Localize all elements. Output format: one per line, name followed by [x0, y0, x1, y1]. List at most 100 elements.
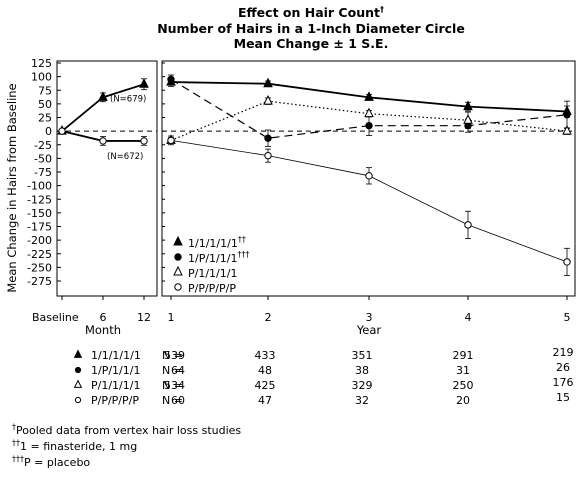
marker-triangle-open [263, 95, 273, 105]
marker-triangle-filled [263, 77, 273, 88]
n-table-value: 219 [553, 346, 574, 359]
y-tick-label: -275 [27, 275, 52, 288]
n-table-label: 1/P/1/1/1 [91, 364, 140, 377]
legend-label: P/P/P/P/P [188, 282, 236, 295]
legend-entry: 1/1/1/1/1†† [173, 235, 246, 250]
n-table-value: 329 [352, 379, 373, 392]
y-tick-label: -150 [27, 207, 52, 220]
marker-circle-open [99, 137, 107, 145]
legend-entry: 1/P/1/1/1††† [174, 250, 249, 265]
chart-titles: Effect on Hair Count† Number of Hairs in… [157, 5, 465, 51]
marker-triangle-open [463, 114, 473, 124]
marker-triangle-filled [73, 349, 83, 358]
n-table-value: 31 [456, 364, 470, 377]
marker-triangle-open [173, 265, 183, 276]
marker-circle-open [74, 396, 82, 404]
n-table-value: 64 [171, 364, 185, 377]
year-axis-label: Year [356, 323, 382, 337]
footnote-3: †††P = placebo [12, 454, 91, 469]
legend-label: 1/P/1/1/1††† [188, 250, 249, 265]
n-table-row: P/P/P/P/P N =60 47 32 20 15 [74, 391, 570, 407]
y-axis: 1251007550250-25-50-75-100-125-150-175-2… [27, 57, 575, 288]
n-table-value: 433 [255, 349, 276, 362]
marker-triangle-filled [98, 91, 108, 101]
month-series-0 [57, 78, 149, 135]
footnote-1: †Pooled data from vertex hair loss studi… [12, 422, 242, 437]
x-tick-label: 4 [465, 311, 472, 324]
x-tick-label: Baseline [32, 311, 79, 324]
n-table-value: 250 [453, 379, 474, 392]
n-table-value: 176 [553, 376, 574, 389]
legend-entry: P/P/P/P/P [174, 282, 236, 295]
n-table-value: 425 [255, 379, 276, 392]
n-table-row: 1/1/1/1/1 N =539 433 351 291 219 [73, 346, 574, 362]
y-tick-label: -200 [27, 234, 52, 247]
month-axis-label: Month [85, 323, 121, 337]
n-table-value: 539 [164, 349, 185, 362]
n-table-value: 60 [171, 394, 185, 407]
legend-label: 1/1/1/1/1†† [188, 235, 246, 250]
marker-triangle-filled [173, 235, 183, 246]
y-tick-label: 75 [38, 84, 52, 97]
marker-circle-open [167, 136, 175, 145]
y-tick-label: -175 [27, 221, 52, 234]
marker-circle-open [264, 151, 272, 160]
n-table-value: 48 [258, 364, 272, 377]
n-table-value: 32 [355, 394, 369, 407]
marker-triangle-filled [364, 91, 374, 101]
chart-title: Effect on Hair Count† [238, 5, 384, 20]
marker-circle-open [140, 137, 148, 145]
n-table-prefix: N = [162, 364, 183, 377]
marker-circle-open [563, 258, 571, 266]
y-tick-label: 125 [31, 57, 52, 70]
marker-triangle-filled [139, 78, 149, 88]
marker-circle-filled [563, 111, 571, 119]
n-table-value: 291 [453, 349, 474, 362]
y-tick-label: -50 [34, 152, 52, 165]
marker-triangle-open [364, 107, 374, 118]
n-table-prefix: N = [162, 349, 183, 362]
n-table-prefix: N = [162, 379, 183, 392]
y-tick-label: -100 [27, 180, 52, 193]
legend: 1/1/1/1/1††1/P/1/1/1††† P/1/1/1/1 P/P/P/P/… [173, 235, 249, 295]
chart-subtitle-2: Mean Change ± 1 S.E. [234, 36, 389, 51]
n-table-value: 20 [456, 394, 470, 407]
x-tick-label: 1 [168, 311, 175, 324]
n-table-prefix: N = [162, 394, 183, 407]
chart-subtitle-1: Number of Hairs in a 1-Inch Diameter Cir… [157, 21, 465, 36]
n-table-value: 15 [556, 391, 570, 404]
x-tick-label: 12 [137, 311, 151, 324]
year-series-1 [167, 74, 571, 147]
legend-entry: P/1/1/1/1 [173, 265, 237, 280]
marker-triangle-open [73, 379, 83, 388]
x-tick-label: 2 [265, 311, 272, 324]
n-table-row: 1/P/1/1/1 N =64 48 38 31 26 [74, 361, 570, 377]
marker-circle-open [464, 221, 472, 229]
y-tick-label: 0 [45, 125, 52, 138]
marker-triangle-open [562, 125, 572, 135]
x-tick-label: 5 [564, 311, 571, 324]
n-table-label: P/P/P/P/P [91, 394, 139, 407]
y-tick-label: -125 [27, 193, 52, 206]
marker-circle-filled [365, 121, 373, 130]
y-tick-label: 50 [38, 98, 52, 111]
n-annotation: (N=679) [110, 94, 146, 104]
marker-circle-open [365, 172, 373, 180]
y-tick-label: -250 [27, 261, 52, 274]
month-series-1 [58, 127, 148, 146]
marker-circle-filled [264, 134, 272, 142]
y-tick-label: 100 [31, 71, 52, 84]
footnote-2: ††1 = finasteride, 1 mg [12, 438, 138, 453]
y-tick-label: -25 [34, 139, 52, 152]
n-table-label: P/1/1/1/1 [91, 379, 140, 392]
y-tick-label: -225 [27, 248, 52, 261]
month-panel-frame [56, 60, 158, 297]
marker-circle-filled [167, 75, 175, 84]
n-annotation: (N=672) [107, 152, 143, 162]
y-axis-label: Mean Change in Hairs from Baseline [5, 83, 19, 292]
year-series-3 [167, 135, 571, 276]
n-table-value: 351 [352, 349, 373, 362]
